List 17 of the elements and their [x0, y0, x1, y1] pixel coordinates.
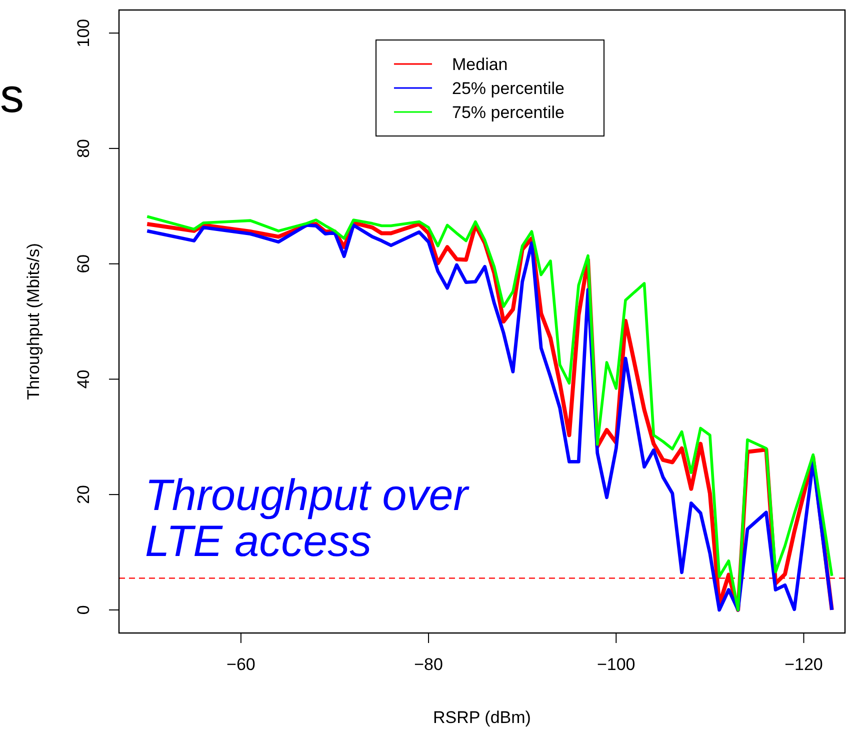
x-tick-label: −60	[226, 655, 256, 674]
x-tick-label: −80	[414, 655, 443, 674]
annotation: Throughput over LTE access	[145, 471, 470, 566]
y-tick-label: 20	[74, 485, 93, 504]
y-tick-label: 100	[74, 18, 93, 48]
text: s	[0, 70, 24, 123]
legend-label: Median	[452, 55, 508, 74]
x-axis-title: RSRP (dBm)	[433, 708, 531, 727]
legend-label: 25% percentile	[452, 79, 564, 98]
x-tick-label: −100	[596, 655, 636, 674]
x-tick-label: −120	[784, 655, 823, 674]
y-tick-label: 60	[74, 254, 93, 274]
y-axis-title: Throughput (Mbits/s)	[24, 243, 43, 400]
legend-label: 75% percentile	[452, 103, 564, 122]
y-tick-label: 80	[74, 138, 93, 158]
y-tick-label: 40	[74, 370, 93, 389]
y-tick-label: 0	[74, 605, 93, 615]
